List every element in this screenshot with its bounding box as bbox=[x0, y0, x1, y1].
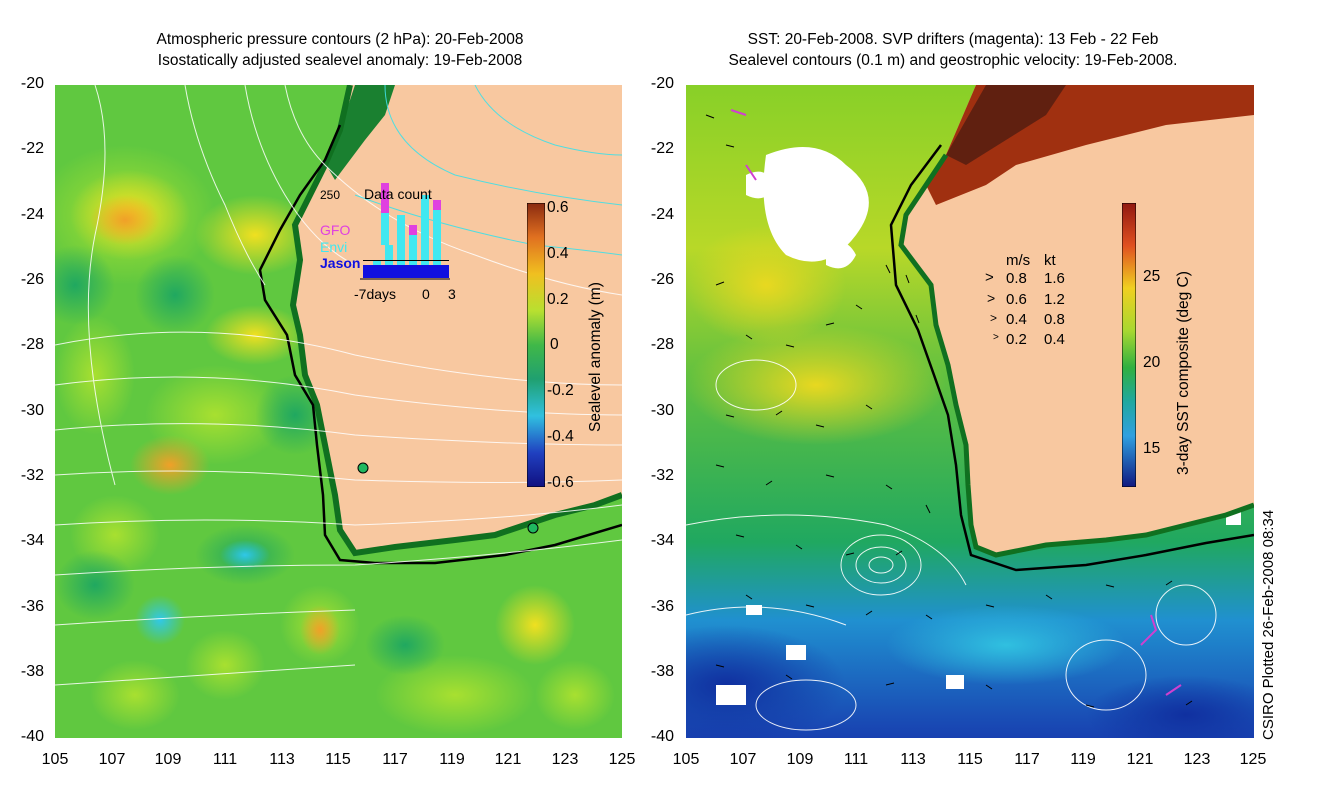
x-tick: 121 bbox=[494, 751, 522, 768]
left-cb-tick: 0.2 bbox=[547, 291, 569, 308]
velocity-key-kt-header: kt bbox=[1044, 252, 1056, 269]
left-colorbar-label: Sealevel anomaly (m) bbox=[587, 282, 604, 432]
y-tick: -36 bbox=[20, 598, 44, 615]
land-area bbox=[901, 85, 1254, 555]
inset-x-label-zero: 0 bbox=[422, 286, 430, 302]
x-tick: 119 bbox=[1070, 751, 1096, 768]
y-tick: -24 bbox=[650, 206, 674, 223]
y-tick: -26 bbox=[650, 271, 674, 288]
credit-text: CSIRO Plotted 26-Feb-2008 08:34 bbox=[1260, 509, 1277, 740]
left-colorbar bbox=[527, 203, 545, 487]
data-count-inset bbox=[360, 183, 450, 280]
velocity-key-arrow: > bbox=[987, 290, 996, 306]
inset-legend-gfo: GFO bbox=[320, 222, 351, 238]
right-colorbar bbox=[1122, 203, 1136, 487]
velocity-key-ms-header: m/s bbox=[1006, 252, 1031, 269]
x-tick: 123 bbox=[1183, 751, 1211, 768]
y-tick: -20 bbox=[20, 75, 44, 92]
y-tick: -36 bbox=[650, 598, 674, 615]
velocity-key-ms: 0.8 bbox=[1006, 270, 1027, 287]
y-tick: -30 bbox=[650, 402, 674, 419]
y-tick: -38 bbox=[20, 663, 44, 680]
y-tick: -28 bbox=[20, 336, 44, 353]
x-tick: 117 bbox=[382, 751, 408, 768]
right-cb-tick: 15 bbox=[1143, 440, 1161, 457]
left-cb-tick: 0 bbox=[550, 336, 559, 353]
x-tick: 109 bbox=[786, 751, 814, 768]
x-tick: 111 bbox=[843, 751, 869, 768]
velocity-key-ms: 0.4 bbox=[1006, 311, 1027, 328]
y-tick: -28 bbox=[650, 336, 674, 353]
x-tick: 119 bbox=[439, 751, 465, 768]
velocity-key-kt: 1.2 bbox=[1044, 291, 1065, 308]
y-tick: -30 bbox=[20, 402, 44, 419]
x-tick: 125 bbox=[608, 751, 636, 768]
inset-legend-jason: Jason bbox=[320, 255, 361, 271]
x-tick: 105 bbox=[41, 751, 69, 768]
y-tick: -32 bbox=[20, 467, 44, 484]
x-tick: 107 bbox=[729, 751, 757, 768]
x-tick: 113 bbox=[269, 751, 295, 768]
velocity-key-kt: 0.8 bbox=[1044, 311, 1065, 328]
y-tick: -32 bbox=[650, 467, 674, 484]
x-tick: 115 bbox=[325, 751, 351, 768]
left-cb-tick: 0.6 bbox=[547, 199, 569, 216]
y-tick: -22 bbox=[20, 140, 44, 157]
y-tick: -34 bbox=[20, 532, 44, 549]
y-tick: -26 bbox=[20, 271, 44, 288]
y-tick: -24 bbox=[20, 206, 44, 223]
y-tick: -40 bbox=[20, 728, 44, 745]
velocity-key-arrow: > bbox=[993, 332, 999, 343]
y-tick: -40 bbox=[650, 728, 674, 745]
left-cb-tick: -0.4 bbox=[547, 428, 574, 445]
velocity-key-arrow: > bbox=[990, 311, 998, 325]
y-tick: -20 bbox=[650, 75, 674, 92]
y-tick: -34 bbox=[650, 532, 674, 549]
velocity-key-arrow: > bbox=[985, 269, 994, 286]
x-tick: 117 bbox=[1014, 751, 1040, 768]
inset-x-label-end: 3 bbox=[448, 286, 456, 302]
left-cb-tick: -0.2 bbox=[547, 382, 574, 399]
inset-legend-envi: Envi bbox=[320, 239, 348, 255]
y-tick: -38 bbox=[650, 663, 674, 680]
left-title-line2: Isostatically adjusted sealevel anomaly:… bbox=[157, 52, 523, 69]
right-title-line1: SST: 20-Feb-2008. SVP drifters (magenta)… bbox=[747, 31, 1159, 48]
inset-y-label: 250 bbox=[320, 188, 341, 202]
right-colorbar-label: 3-day SST composite (deg C) bbox=[1175, 271, 1192, 475]
x-tick: 111 bbox=[212, 751, 238, 768]
x-tick: 115 bbox=[957, 751, 983, 768]
left-cb-tick: 0.4 bbox=[547, 245, 569, 262]
x-tick: 105 bbox=[672, 751, 700, 768]
right-cb-tick: 20 bbox=[1143, 354, 1161, 371]
x-tick: 121 bbox=[1126, 751, 1154, 768]
inset-title: Data count bbox=[364, 186, 432, 202]
x-tick: 113 bbox=[900, 751, 926, 768]
right-cb-tick: 25 bbox=[1143, 268, 1161, 285]
x-tick: 123 bbox=[551, 751, 579, 768]
left-cb-tick: -0.6 bbox=[547, 474, 574, 491]
inset-x-label-start: -7days bbox=[354, 286, 397, 302]
x-tick: 107 bbox=[98, 751, 126, 768]
velocity-key-ms: 0.6 bbox=[1006, 291, 1027, 308]
velocity-key-ms: 0.2 bbox=[1006, 331, 1027, 348]
y-tick: -22 bbox=[650, 140, 674, 157]
velocity-key-kt: 0.4 bbox=[1044, 331, 1065, 348]
left-title-line1: Atmospheric pressure contours (2 hPa): 2… bbox=[156, 31, 524, 48]
velocity-key-kt: 1.6 bbox=[1044, 270, 1065, 287]
x-tick: 125 bbox=[1239, 751, 1267, 768]
x-tick: 109 bbox=[154, 751, 182, 768]
right-map bbox=[686, 85, 1254, 738]
right-title-line2: Sealevel contours (0.1 m) and geostrophi… bbox=[728, 52, 1178, 69]
